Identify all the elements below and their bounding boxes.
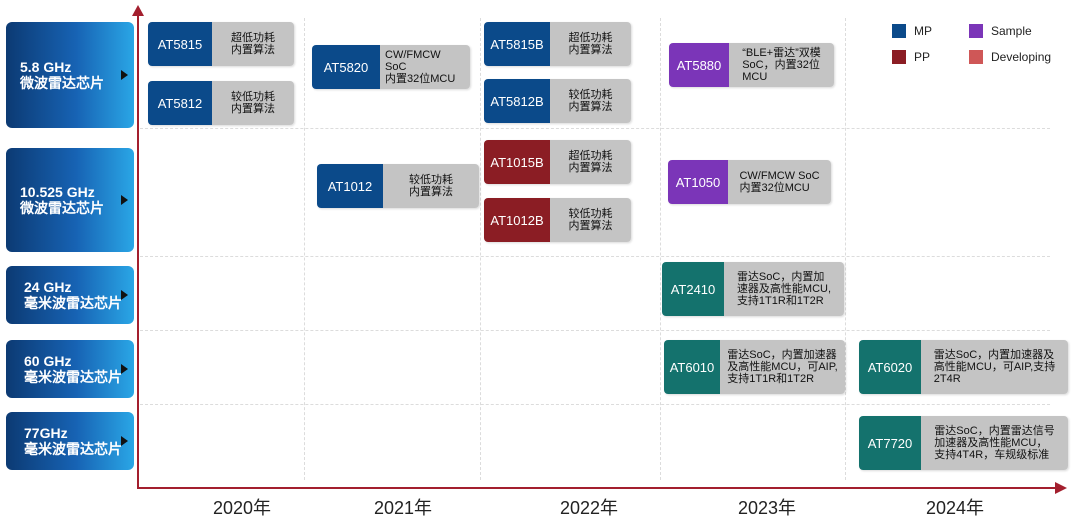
- chip-desc: 雷达SoC，内置雷达信号 加速器及高性能MCU， 支持4T4R，车规级标准: [921, 416, 1068, 470]
- row-label-5-8ghz: 5.8 GHz 微波雷达芯片: [6, 22, 134, 128]
- row-subtitle: 微波雷达芯片: [20, 75, 104, 91]
- chip-desc: 超低功耗 内置算法: [550, 140, 631, 184]
- chip-code: AT6020: [859, 340, 921, 394]
- row-title: 77GHz: [24, 425, 68, 441]
- chip-at1012b: AT1012B 较低功耗 内置算法: [484, 198, 631, 242]
- chip-code: AT1050: [668, 160, 728, 204]
- chip-desc: 雷达SoC，内置加速器及 高性能MCU，可AIP,支持 2T4R: [921, 340, 1068, 394]
- legend-item-mp: MP: [892, 24, 932, 38]
- row-label-60ghz: 60 GHz 毫米波雷达芯片: [6, 340, 134, 398]
- chip-at7720: AT7720 雷达SoC，内置雷达信号 加速器及高性能MCU， 支持4T4R，车…: [859, 416, 1068, 470]
- grid-line-2021: [304, 18, 305, 480]
- row-subtitle: 毫米波雷达芯片: [24, 441, 122, 457]
- y-axis-arrow: [132, 5, 144, 16]
- legend-swatch-sample: [969, 24, 983, 38]
- row-label-10-525ghz: 10.525 GHz 微波雷达芯片: [6, 148, 134, 252]
- year-label-2024: 2024年: [925, 498, 985, 518]
- chip-at5812: AT5812 较低功耗 内置算法: [148, 81, 294, 125]
- chip-at5815b: AT5815B 超低功耗 内置算法: [484, 22, 631, 66]
- triangle-right-icon: [121, 436, 128, 446]
- row-subtitle: 毫米波雷达芯片: [24, 369, 122, 385]
- chip-code: AT5880: [669, 43, 729, 87]
- chip-code: AT1015B: [484, 140, 550, 184]
- grid-row-divider-4: [140, 404, 1050, 405]
- chip-desc: “BLE+雷达”双模 SoC，内置32位 MCU: [729, 43, 834, 87]
- legend-label-developing: Developing: [991, 50, 1052, 64]
- row-subtitle: 毫米波雷达芯片: [24, 295, 122, 311]
- legend-label-pp: PP: [914, 50, 931, 64]
- year-label-2023: 2023年: [737, 498, 797, 518]
- year-label-2020: 2020年: [212, 498, 272, 518]
- row-title: 60 GHz: [24, 353, 72, 369]
- legend-item-pp: PP: [892, 50, 930, 64]
- chip-desc: CW/FMCW SoC 内置32位MCU: [380, 45, 470, 89]
- chip-code: AT6010: [664, 340, 720, 394]
- chip-code: AT5812: [148, 81, 212, 125]
- legend-swatch-developing: [969, 50, 983, 64]
- chip-at5820: AT5820 CW/FMCW SoC 内置32位MCU: [312, 45, 470, 89]
- grid-line-2024: [845, 18, 846, 480]
- x-axis-arrow: [1055, 482, 1067, 494]
- legend-swatch-mp: [892, 24, 906, 38]
- year-label-2021: 2021年: [373, 498, 433, 518]
- chip-at2410: AT2410 雷达SoC，内置加 速器及高性能MCU, 支持1T1R和1T2R: [662, 262, 844, 316]
- row-label-77ghz: 77GHz 毫米波雷达芯片: [6, 412, 134, 470]
- row-label-24ghz: 24 GHz 毫米波雷达芯片: [6, 266, 134, 324]
- chip-at5812b: AT5812B 较低功耗 内置算法: [484, 79, 631, 123]
- x-axis: [137, 487, 1057, 489]
- chip-at6020: AT6020 雷达SoC，内置加速器及 高性能MCU，可AIP,支持 2T4R: [859, 340, 1068, 394]
- row-title: 24 GHz: [24, 279, 72, 295]
- chip-desc: 超低功耗 内置算法: [550, 22, 631, 66]
- chip-desc: 较低功耗 内置算法: [212, 81, 294, 125]
- triangle-right-icon: [121, 195, 128, 205]
- year-label-2022: 2022年: [559, 498, 619, 518]
- chip-at1012: AT1012 较低功耗 内置算法: [317, 164, 479, 208]
- legend-label-sample: Sample: [991, 24, 1032, 38]
- chip-code: AT5812B: [484, 79, 550, 123]
- chip-code: AT2410: [662, 262, 724, 316]
- legend-item-sample: Sample: [969, 24, 1032, 38]
- triangle-right-icon: [121, 364, 128, 374]
- chip-at1050: AT1050 CW/FMCW SoC 内置32位MCU: [668, 160, 831, 204]
- chip-at5815: AT5815 超低功耗 内置算法: [148, 22, 294, 66]
- chip-at6010: AT6010 雷达SoC，内置加速器 及高性能MCU，可AIP, 支持1T1R和…: [664, 340, 845, 394]
- triangle-right-icon: [121, 290, 128, 300]
- chip-desc: 超低功耗 内置算法: [212, 22, 294, 66]
- chip-at1015b: AT1015B 超低功耗 内置算法: [484, 140, 631, 184]
- chip-desc: 较低功耗 内置算法: [383, 164, 479, 208]
- chip-code: AT1012: [317, 164, 383, 208]
- chip-at5880: AT5880 “BLE+雷达”双模 SoC，内置32位 MCU: [669, 43, 834, 87]
- row-title: 10.525 GHz: [20, 184, 95, 200]
- grid-line-2023: [660, 18, 661, 480]
- chip-code: AT5815: [148, 22, 212, 66]
- chip-code: AT5815B: [484, 22, 550, 66]
- legend-item-developing: Developing: [969, 50, 1051, 64]
- y-axis: [137, 14, 139, 488]
- grid-row-divider-2: [140, 256, 1050, 257]
- grid-row-divider-3: [140, 330, 1050, 331]
- chip-code: AT5820: [312, 45, 380, 89]
- chip-desc: 较低功耗 内置算法: [550, 198, 631, 242]
- legend-label-mp: MP: [914, 24, 932, 38]
- chip-desc: CW/FMCW SoC 内置32位MCU: [728, 160, 831, 204]
- chip-desc: 雷达SoC，内置加速器 及高性能MCU，可AIP, 支持1T1R和1T2R: [720, 340, 845, 394]
- chip-code: AT7720: [859, 416, 921, 470]
- chip-code: AT1012B: [484, 198, 550, 242]
- chip-desc: 雷达SoC，内置加 速器及高性能MCU, 支持1T1R和1T2R: [724, 262, 844, 316]
- grid-row-divider-1: [140, 128, 1050, 129]
- legend-swatch-pp: [892, 50, 906, 64]
- chip-desc: 较低功耗 内置算法: [550, 79, 631, 123]
- row-title: 5.8 GHz: [20, 59, 72, 75]
- triangle-right-icon: [121, 70, 128, 80]
- row-subtitle: 微波雷达芯片: [20, 200, 104, 216]
- grid-line-2022: [480, 18, 481, 480]
